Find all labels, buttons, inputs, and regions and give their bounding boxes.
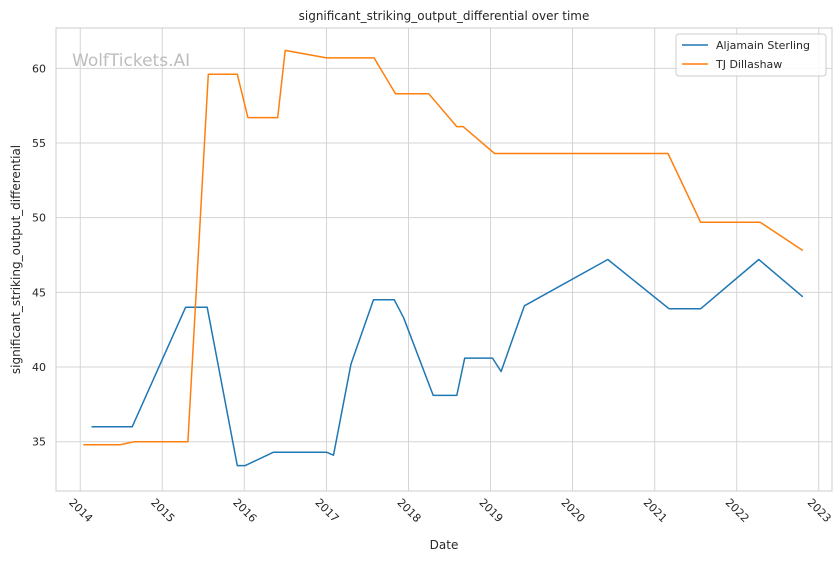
y-tick-label: 50 xyxy=(32,212,46,225)
x-tick-label: 2018 xyxy=(394,496,423,525)
series-line xyxy=(83,49,804,446)
y-tick-labels: 35 40 45 50 55 60 xyxy=(32,62,46,448)
x-tick-labels: 2014 2015 2016 2017 2018 2019 2020 2021 2022 2023 xyxy=(66,496,833,525)
chart-title: significant_striking_output_differential… xyxy=(299,9,590,23)
x-tick-label: 2023 xyxy=(805,496,834,525)
legend-label: TJ Dillashaw xyxy=(715,58,782,71)
x-tick-label: 2017 xyxy=(312,496,341,525)
legend-label: Aljamain Sterling xyxy=(716,39,810,52)
x-axis-title: Date xyxy=(430,538,459,552)
x-tick-label: 2015 xyxy=(148,496,177,525)
x-gridlines xyxy=(79,28,820,491)
plot-area xyxy=(55,27,833,492)
series-lines xyxy=(83,49,804,467)
y-tick-label: 35 xyxy=(32,436,46,449)
legend-box xyxy=(675,33,827,77)
x-tick-label: 2014 xyxy=(66,496,95,525)
x-tick-label: 2016 xyxy=(230,496,259,525)
x-tick-label: 2019 xyxy=(476,496,505,525)
y-tick-label: 55 xyxy=(32,137,46,150)
watermark-text: WolfTickets.AI xyxy=(72,51,190,71)
y-tick-label: 45 xyxy=(32,286,46,299)
legend-items: Aljamain Sterling TJ Dillashaw xyxy=(682,39,810,71)
x-tick-label: 2021 xyxy=(641,496,670,525)
legend: Aljamain Sterling TJ Dillashaw xyxy=(675,33,827,77)
y-tick-label: 40 xyxy=(32,361,46,374)
y-gridlines xyxy=(56,67,832,443)
series-line xyxy=(91,258,804,467)
x-tick-label: 2020 xyxy=(558,496,587,525)
x-tick-label: 2022 xyxy=(723,496,752,525)
y-tick-label: 60 xyxy=(32,62,46,75)
y-axis-title: significant_striking_output_differential xyxy=(9,145,23,374)
